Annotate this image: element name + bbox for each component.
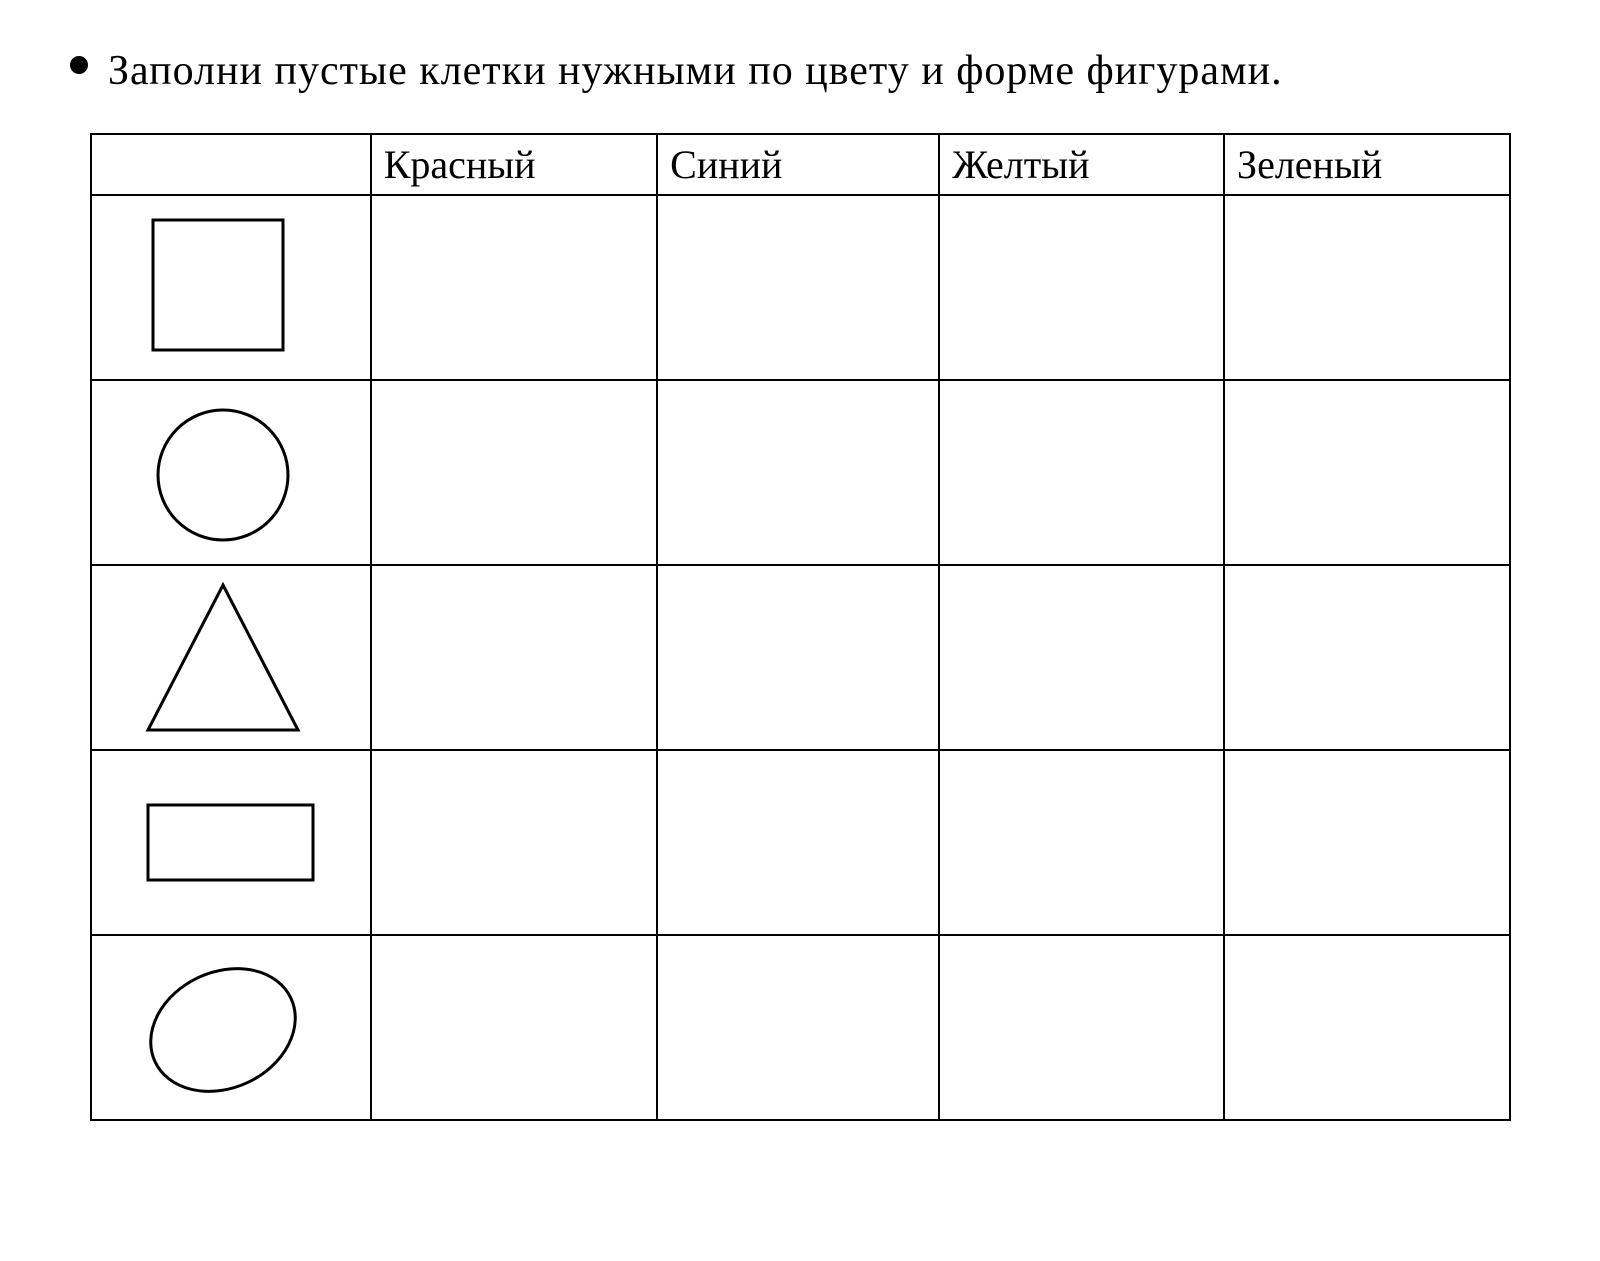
instruction-text: Заполни пустые клетки нужными по цвету и… — [108, 40, 1283, 103]
table-row — [91, 380, 1510, 565]
table-row — [91, 195, 1510, 380]
header-yellow: Желтый — [939, 134, 1224, 195]
fill-cell[interactable] — [371, 380, 657, 565]
table-row — [91, 935, 1510, 1120]
shape-cell-oval — [91, 935, 371, 1120]
table-body — [91, 195, 1510, 1120]
fill-cell[interactable] — [1224, 935, 1510, 1120]
fill-cell[interactable] — [371, 750, 657, 935]
fill-cell[interactable] — [939, 195, 1224, 380]
table-row — [91, 750, 1510, 935]
rectangle-icon — [133, 755, 328, 930]
oval-icon — [133, 940, 328, 1115]
shapes-colors-table: Красный Синий Желтый Зеленый — [90, 133, 1511, 1121]
shape-cell-circle — [91, 380, 371, 565]
fill-cell[interactable] — [1224, 380, 1510, 565]
fill-cell[interactable] — [1224, 750, 1510, 935]
table-row — [91, 565, 1510, 750]
fill-cell[interactable] — [1224, 565, 1510, 750]
fill-cell[interactable] — [939, 380, 1224, 565]
table-header-row: Красный Синий Желтый Зеленый — [91, 134, 1510, 195]
circle-icon — [133, 385, 328, 560]
fill-cell[interactable] — [657, 750, 939, 935]
fill-cell[interactable] — [657, 380, 939, 565]
shape-cell-triangle — [91, 565, 371, 750]
fill-cell[interactable] — [1224, 195, 1510, 380]
fill-cell[interactable] — [371, 565, 657, 750]
shape-cell-rectangle — [91, 750, 371, 935]
fill-cell[interactable] — [939, 565, 1224, 750]
fill-cell[interactable] — [371, 195, 657, 380]
instruction-row: Заполни пустые клетки нужными по цвету и… — [60, 40, 1540, 103]
triangle-icon — [133, 570, 328, 745]
fill-cell[interactable] — [371, 935, 657, 1120]
fill-cell[interactable] — [657, 935, 939, 1120]
bullet-icon — [70, 56, 88, 74]
header-blue: Синий — [657, 134, 939, 195]
fill-cell[interactable] — [939, 935, 1224, 1120]
fill-cell[interactable] — [657, 195, 939, 380]
header-green: Зеленый — [1224, 134, 1510, 195]
header-empty — [91, 134, 371, 195]
header-red: Красный — [371, 134, 657, 195]
fill-cell[interactable] — [939, 750, 1224, 935]
shape-cell-square — [91, 195, 371, 380]
square-icon — [133, 200, 328, 375]
fill-cell[interactable] — [657, 565, 939, 750]
